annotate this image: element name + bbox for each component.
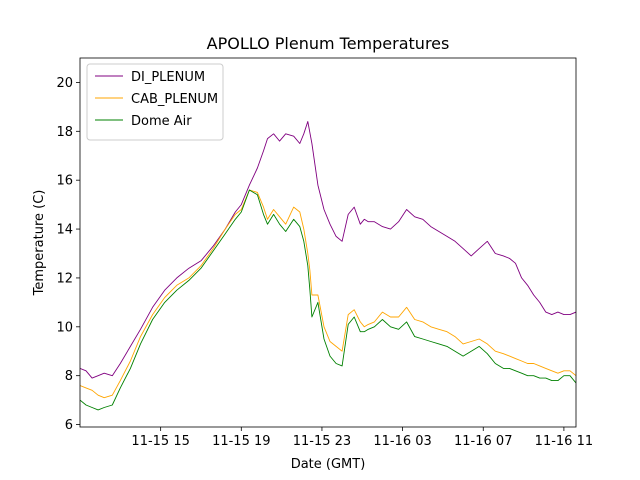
series-layer [80,121,576,411]
x-axis-ticks: 11-15 15 11-15 19 11-15 23 11-16 03 11-16 07… [131,427,593,449]
x-axis-label: Date (GMT) [291,457,366,472]
legend-label-dome-air: Dome Air [131,114,192,129]
x-tick-label: 11-16 11 [535,434,593,449]
y-tick-label: 14 [56,223,73,238]
series-line-cab-plenum [80,189,576,399]
x-tick-label: 11-15 15 [131,434,189,449]
x-tick-label: 11-16 07 [454,434,512,449]
y-tick-label: 10 [56,320,73,335]
y-tick-label: 16 [56,174,73,189]
series-line-dome-air [80,189,576,411]
chart-title: APOLLO Plenum Temperatures [207,34,450,53]
x-tick-label: 11-15 23 [293,434,351,449]
y-tick-label: 12 [56,271,73,286]
y-axis-label: Temperature (C) [32,190,47,297]
y-tick-label: 6 [65,418,73,433]
y-tick-label: 8 [65,369,73,384]
x-tick-label: 11-16 03 [373,434,431,449]
legend: DI_PLENUM CAB_PLENUM Dome Air [86,63,224,141]
legend-label-cab-plenum: CAB_PLENUM [131,92,218,107]
series-line-di-plenum [80,121,576,379]
legend-box [86,63,224,141]
y-tick-label: 20 [56,76,73,91]
y-tick-label: 18 [56,125,73,140]
legend-label-di-plenum: DI_PLENUM [131,70,205,85]
x-tick-label: 11-15 19 [212,434,270,449]
plot-frame [79,57,577,428]
y-axis-ticks: 6 8 10 12 14 16 18 20 [56,76,80,433]
